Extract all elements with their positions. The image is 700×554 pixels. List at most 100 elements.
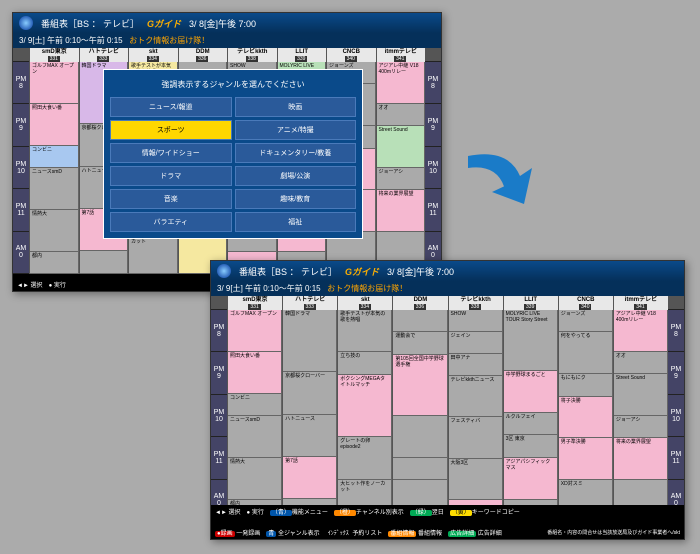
program-cell[interactable]: ジョーアシ: [377, 168, 426, 190]
program-cell[interactable]: 3区 東京: [504, 435, 558, 457]
genre-option[interactable]: バラエティ: [110, 212, 232, 232]
time-slot: PM11: [425, 189, 441, 231]
genre-option[interactable]: 福祉: [235, 212, 357, 232]
epg-screen-after: 番組表［BS ： テレビ］ Gガイド 3/ 8[金]午後 7:00 3/ 9[土…: [210, 260, 685, 540]
program-cell[interactable]: [80, 251, 129, 274]
channel-header[interactable]: skt334: [338, 296, 392, 310]
modal-grid: ニュース/報道映画スポーツアニメ/特撮情報/ワイドショードキュメンタリー/教養ド…: [110, 97, 356, 232]
channel-header[interactable]: DDM336: [179, 48, 228, 62]
genre-modal: 強調表示するジャンルを選んでください ニュース/報道映画スポーツアニメ/特撮情報…: [103, 69, 363, 239]
program-cell[interactable]: 照田大食い番: [228, 352, 282, 394]
program-list: ゴルフMAX オープン照田大食い番コンビニニュースsmD情熱大都内: [228, 310, 282, 522]
header: 番組表［BS ： テレビ］ Gガイド 3/ 8[金]午後 7:00: [211, 261, 684, 281]
epg-grid: PM8PM9PM10PM11AM0smD東京331ゴルフMAX オープン照田大食…: [211, 296, 684, 522]
program-cell[interactable]: ジョーアシ: [614, 416, 668, 438]
program-cell[interactable]: ゴルフMAX オープン: [30, 62, 79, 104]
channel-header[interactable]: DDM336: [393, 296, 447, 310]
program-cell[interactable]: 男子準決勝: [559, 438, 613, 480]
program-cell[interactable]: ルクルフェイ: [504, 413, 558, 435]
channel-header[interactable]: smD東京331: [30, 48, 79, 62]
channel-header[interactable]: LLIT339: [278, 48, 327, 62]
program-cell[interactable]: もにもにク: [559, 374, 613, 396]
program-cell[interactable]: 将来の業界展望: [377, 190, 426, 232]
program-cell[interactable]: 大阪3区: [449, 459, 503, 500]
genre-option[interactable]: 劇場/公演: [235, 166, 357, 186]
program-cell[interactable]: フェスティバ: [449, 417, 503, 458]
sub-date: 3/ 9[土] 午前 0:10〜午前 0:15: [19, 36, 123, 45]
program-cell[interactable]: アジアレ中継 V18 400mリレー: [377, 62, 426, 104]
program-cell[interactable]: 都内: [30, 252, 79, 274]
genre-option[interactable]: 趣味/教育: [235, 189, 357, 209]
program-cell[interactable]: アジアレ中継 V18 400mリレー: [614, 310, 668, 352]
program-cell[interactable]: 運動会で: [393, 332, 447, 354]
channel-header[interactable]: ハトテレビ333: [80, 48, 129, 62]
program-cell[interactable]: 将子決勝: [559, 397, 613, 439]
header: 番組表［BS ： テレビ］ Gガイド 3/ 8[金]午後 7:00: [13, 13, 441, 33]
program-cell[interactable]: 照田大食い番: [30, 104, 79, 146]
time-slot: PM11: [211, 437, 227, 479]
program-cell[interactable]: [393, 310, 447, 332]
program-cell[interactable]: ニュースsmD: [30, 168, 79, 210]
brand: Gガイド: [147, 17, 181, 30]
program-cell[interactable]: 韓国ドラマ: [283, 310, 337, 372]
program-cell[interactable]: グレートの卵 episode2: [338, 437, 392, 479]
time-slot: PM8: [13, 62, 29, 104]
program-cell[interactable]: コンビニ: [228, 394, 282, 416]
channel-header[interactable]: CNCB340: [559, 296, 613, 310]
program-cell[interactable]: 歌手テストが本気の歌を熱唱: [338, 310, 392, 352]
channel-header[interactable]: テレビkkth338: [228, 48, 277, 62]
time-column: PM8PM9PM10PM11AM0: [211, 296, 227, 522]
channel-column: smD東京331ゴルフMAX オープン照田大食い番コンビニニュースsmD情熱大都…: [29, 48, 79, 274]
program-cell[interactable]: 第7話: [283, 457, 337, 499]
program-cell[interactable]: テレビkkthニュース: [449, 376, 503, 417]
genre-option[interactable]: スポーツ: [110, 120, 232, 140]
genre-option[interactable]: 情報/ワイドショー: [110, 143, 232, 163]
genre-option[interactable]: ニュース/報道: [110, 97, 232, 117]
program-cell[interactable]: 情熱大: [228, 458, 282, 500]
genre-option[interactable]: ドキュメンタリー/教養: [235, 143, 357, 163]
program-cell[interactable]: ジェイン: [449, 332, 503, 354]
genre-option[interactable]: ドラマ: [110, 166, 232, 186]
program-cell[interactable]: ニュースsmD: [228, 416, 282, 458]
footer-note: 番組名・内容の問合せは当該放送局及びガイド事業者へ/skt: [547, 529, 680, 536]
program-cell[interactable]: ゴルフMAX オープン: [228, 310, 282, 352]
transition-arrow-icon: [460, 140, 540, 220]
program-cell[interactable]: 将来の業界展望: [614, 438, 668, 480]
channel-header[interactable]: LLIT339: [504, 296, 558, 310]
time-slot: PM9: [13, 104, 29, 146]
channel-column: テレビkkth338SHOWジェイン田中アナテレビkkthニュースフェスティバ大…: [448, 296, 503, 522]
program-cell[interactable]: アジアパシフィックマス: [504, 458, 558, 500]
channel-header[interactable]: skt334: [129, 48, 178, 62]
channel-header[interactable]: itmmテレビ341: [614, 296, 668, 310]
program-cell[interactable]: SHOW: [449, 310, 503, 332]
genre-option[interactable]: 映画: [235, 97, 357, 117]
program-cell[interactable]: ボクシングMEGAタイトルマッチ: [338, 375, 392, 437]
program-cell[interactable]: 情熱大: [30, 210, 79, 252]
legend-item: ●録画 一発録画: [215, 528, 260, 537]
genre-option[interactable]: アニメ/特撮: [235, 120, 357, 140]
time-column: PM8PM9PM10PM11AM0: [668, 296, 684, 522]
program-cell[interactable]: Street Sound: [614, 374, 668, 416]
program-cell[interactable]: 立ち技の: [338, 352, 392, 375]
program-cell[interactable]: ジョーンズ: [559, 310, 613, 332]
channel-header[interactable]: CNCB340: [327, 48, 376, 62]
genre-option[interactable]: 音楽: [110, 189, 232, 209]
program-cell[interactable]: 第105回全国中学野球選手権: [393, 355, 447, 416]
program-list: SHOWジェイン田中アナテレビkkthニュースフェスティバ大阪3区: [449, 310, 503, 522]
program-cell[interactable]: 中学野球まるごと: [504, 371, 558, 413]
program-cell[interactable]: [393, 458, 447, 480]
program-cell[interactable]: オオ: [377, 104, 426, 126]
program-cell[interactable]: 京都桜クローバー: [283, 372, 337, 414]
channel-header[interactable]: テレビkkth338: [449, 296, 503, 310]
program-cell[interactable]: オオ: [614, 352, 668, 374]
channel-header[interactable]: smD東京331: [228, 296, 282, 310]
program-cell[interactable]: MOLYRIC LIVE TOUR Story Street: [504, 310, 558, 371]
program-cell[interactable]: 何をやってる: [559, 332, 613, 374]
channel-header[interactable]: itmmテレビ341: [377, 48, 426, 62]
program-cell[interactable]: コンビニ: [30, 146, 79, 168]
program-cell[interactable]: Street Sound: [377, 126, 426, 168]
channel-header[interactable]: ハトテレビ333: [283, 296, 337, 310]
program-cell[interactable]: 田中アナ: [449, 354, 503, 376]
program-cell[interactable]: ハトニュース: [283, 415, 337, 457]
program-cell[interactable]: [393, 416, 447, 458]
